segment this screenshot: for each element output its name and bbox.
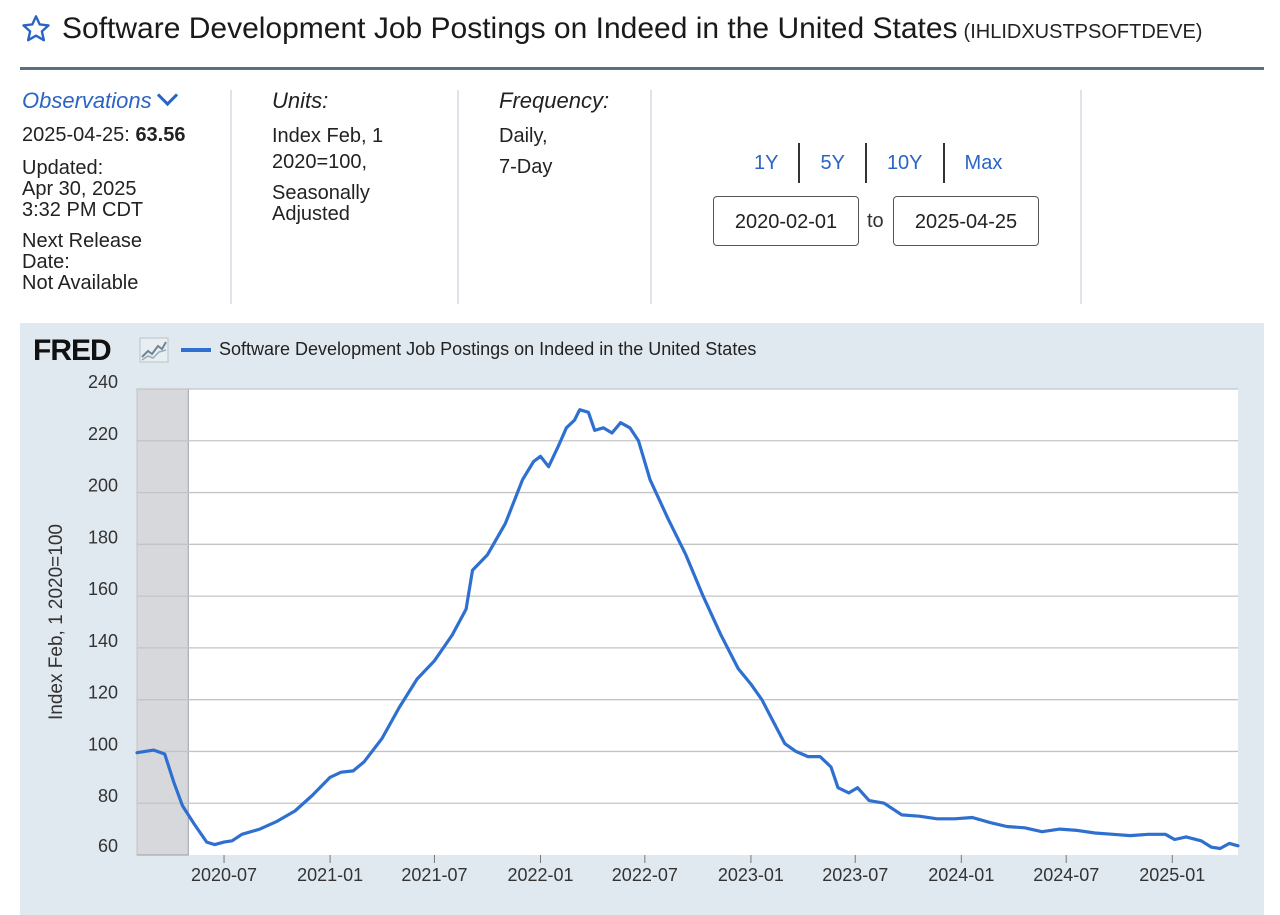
y-tick-label: 180 xyxy=(88,527,118,547)
series-line xyxy=(135,408,1240,851)
x-tick-label: 2020-07 xyxy=(191,865,257,885)
range-button-5y[interactable]: 5Y xyxy=(800,143,867,183)
column-divider xyxy=(650,90,652,304)
x-tick-label: 2025-01 xyxy=(1139,865,1205,885)
updated-date: Apr 30, 2025 xyxy=(22,178,137,200)
units-line-3: Seasonally xyxy=(272,182,370,204)
latest-observation: 2025-04-25: 63.56 xyxy=(22,125,186,146)
y-tick-label: 240 xyxy=(88,372,118,392)
next-release-label: Next Release xyxy=(22,230,143,252)
observations-dropdown[interactable]: Observations xyxy=(22,84,186,113)
legend-label: Software Development Job Postings on Ind… xyxy=(219,339,757,359)
x-tick-label: 2021-01 xyxy=(297,865,363,885)
y-tick-label: 60 xyxy=(98,836,118,856)
y-tick-label: 140 xyxy=(88,631,118,651)
series-id: (IHLIDXUSTPSOFTDEVE) xyxy=(963,20,1203,43)
units-line-4: Adjusted xyxy=(272,203,350,225)
frequency-label: Frequency: xyxy=(499,88,610,113)
y-tick-label: 220 xyxy=(88,424,118,444)
star-icon[interactable] xyxy=(20,13,52,45)
header: Software Development Job Postings on Ind… xyxy=(20,12,1202,46)
units-line-2: 2020=100, xyxy=(272,151,368,173)
range-button-max[interactable]: Max xyxy=(964,152,1003,174)
updated-label: Updated: xyxy=(22,157,104,179)
observation-date: 2025-04-25: xyxy=(22,124,130,146)
fred-graph-icon xyxy=(139,337,169,363)
x-tick-label: 2024-01 xyxy=(928,865,994,885)
start-date-input[interactable]: 2020-02-01 xyxy=(713,196,859,246)
y-tick-label: 100 xyxy=(88,734,118,754)
date-range-separator: to xyxy=(867,210,884,232)
plot-area xyxy=(137,389,1238,855)
range-button-1y[interactable]: 1Y xyxy=(734,143,801,183)
x-tick-label: 2022-07 xyxy=(612,865,678,885)
header-divider xyxy=(20,67,1264,70)
y-axis-label: Index Feb, 1 2020=100 xyxy=(46,524,67,720)
frequency-line-2: 7-Day xyxy=(499,156,553,178)
page-title: Software Development Job Postings on Ind… xyxy=(62,12,958,45)
fred-logo: FRED xyxy=(33,334,112,367)
y-tick-label: 200 xyxy=(88,476,118,496)
next-release-value: Not Available xyxy=(22,272,139,294)
legend-swatch xyxy=(181,348,211,352)
frequency-panel: Frequency: Daily, 7-Day xyxy=(499,90,609,178)
x-tick-label: 2023-01 xyxy=(718,865,784,885)
frequency-line-1: Daily, xyxy=(499,125,548,147)
recession-shading xyxy=(136,388,189,856)
units-label: Units: xyxy=(272,88,329,113)
range-button-10y[interactable]: 10Y xyxy=(867,143,945,183)
range-buttons: 1Y 5Y 10Y Max xyxy=(734,143,1022,183)
x-tick-label: 2022-01 xyxy=(507,865,573,885)
next-release-label-2: Date: xyxy=(22,251,70,273)
column-divider xyxy=(1080,90,1082,304)
observations-panel: Observations 2025-04-25: 63.56 Updated: … xyxy=(22,84,186,294)
units-panel: Units: Index Feb, 1 2020=100, Seasonally… xyxy=(272,90,383,225)
end-date-input[interactable]: 2025-04-25 xyxy=(893,196,1039,246)
observations-label[interactable]: Observations xyxy=(22,88,152,113)
x-tick-label: 2024-07 xyxy=(1033,865,1099,885)
x-tick-label: 2023-07 xyxy=(822,865,888,885)
updated-time: 3:32 PM CDT xyxy=(22,199,144,221)
y-tick-label: 120 xyxy=(88,683,118,703)
column-divider xyxy=(457,90,459,304)
x-tick-label: 2021-07 xyxy=(401,865,467,885)
y-tick-label: 80 xyxy=(98,786,118,806)
y-tick-label: 160 xyxy=(88,579,118,599)
column-divider xyxy=(230,90,232,304)
observation-value: 63.56 xyxy=(135,124,186,146)
units-line-1: Index Feb, 1 xyxy=(272,125,384,147)
